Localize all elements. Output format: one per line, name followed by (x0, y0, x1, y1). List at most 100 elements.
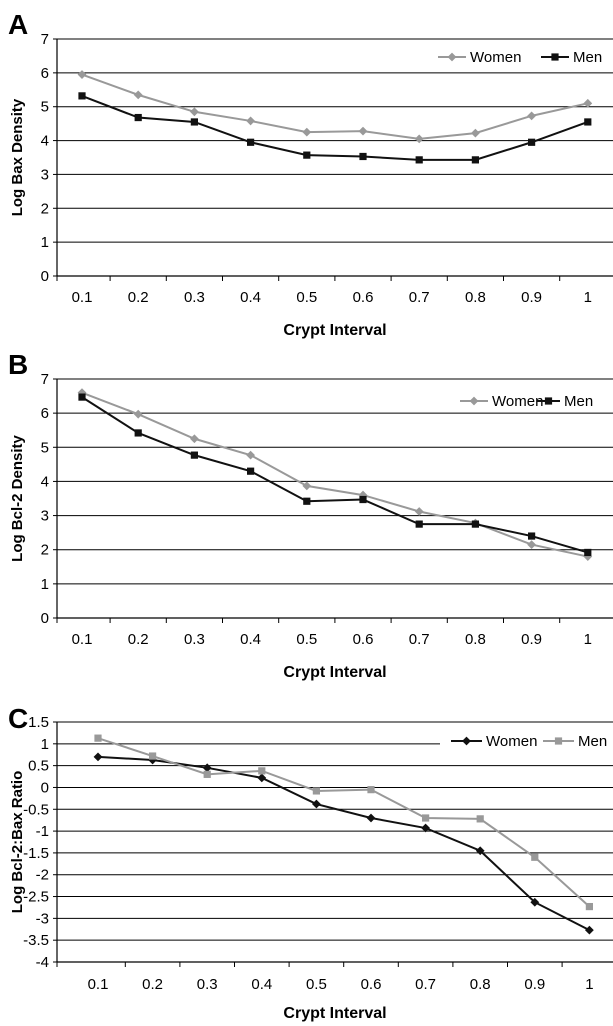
legend-label: Men (578, 733, 607, 750)
chart-panel-b: 012345670.1 0.2 0.3 0.4 0.5 0.6 0.7 0.8 0.9 1Cryp… (8, 349, 613, 681)
x-tick-label: 0.4 (240, 289, 261, 306)
series-men (94, 735, 593, 911)
data-point-diamond (312, 800, 321, 809)
x-tick-label: 0.8 (465, 289, 486, 306)
chart-panel-a: 0 1 2 3 4 5 6 7 0.1 0.2 0.3 0.4 0.5 0.6 0.7 0.8 0.9 1 Cryp… (8, 9, 613, 339)
y-tick-label: 1 (41, 234, 49, 251)
panel-letter: B (8, 349, 28, 380)
x-tick-label: 0.2 (142, 976, 163, 993)
legend-label: Women (470, 49, 521, 66)
data-point-square (584, 549, 591, 556)
legend-label: Women (486, 733, 537, 750)
data-point-square (359, 496, 366, 503)
x-tick-label: 0.3 (184, 631, 205, 648)
data-point-diamond (134, 410, 143, 419)
y-tick-label: -3.5 (23, 932, 49, 949)
data-point-diamond (190, 434, 199, 443)
data-point-diamond (367, 814, 376, 823)
legend-label: Women (492, 393, 543, 410)
data-point-square (247, 468, 254, 475)
y-tick-label: -2 (36, 867, 49, 884)
y-tick-label: 6 (41, 65, 49, 82)
data-point-diamond (527, 111, 536, 120)
data-point-square (94, 735, 101, 742)
x-tick-label: 0.5 (296, 289, 317, 306)
x-tick-label: 0.5 (296, 631, 317, 648)
data-point-square (191, 452, 198, 459)
y-tick-label: 3 (41, 508, 49, 525)
gridlines (57, 722, 613, 940)
data-point-square (528, 532, 535, 539)
data-point-square (584, 118, 591, 125)
data-point-square (204, 771, 211, 778)
x-tick-label: 0.2 (128, 631, 149, 648)
data-point-diamond (415, 507, 424, 516)
y-tick-label: 4 (41, 133, 49, 150)
y-tick-label: 0 (41, 779, 49, 796)
data-point-square (551, 53, 558, 60)
series-men (78, 92, 591, 163)
data-point-diamond (415, 134, 424, 143)
data-point-diamond (94, 753, 103, 762)
y-tick-label: 7 (41, 31, 49, 48)
data-point-square (135, 429, 142, 436)
data-point-square (586, 903, 593, 910)
x-tick-label: 0.8 (470, 976, 491, 993)
y-tick-label: -0.5 (23, 801, 49, 818)
data-point-square (191, 118, 198, 125)
data-point-diamond (585, 926, 594, 935)
panel-letter: A (8, 9, 28, 40)
data-point-diamond (302, 481, 311, 490)
data-point-diamond (190, 107, 199, 116)
y-tick-label: -4 (36, 954, 49, 971)
series-line (98, 738, 589, 906)
data-point-square (359, 153, 366, 160)
y-tick-label: 1 (41, 736, 49, 753)
data-point-square (545, 397, 552, 404)
y-tick-label: 6 (41, 405, 49, 422)
data-point-square (531, 854, 538, 861)
data-point-square (472, 156, 479, 163)
x-tick-label: 0.9 (521, 631, 542, 648)
x-tick-label: 0.4 (251, 976, 272, 993)
legend: Women Men (428, 49, 613, 66)
x-tick-label: 1 (584, 289, 592, 306)
data-point-diamond (134, 90, 143, 99)
chart-panel-c: -4-3.5-3-2.5-2-1.5-1-0.500.511.50.1 0.2 0.… (8, 703, 613, 1022)
x-tick-label: 0.6 (361, 976, 382, 993)
data-point-square (477, 815, 484, 822)
legend: Women Men (440, 733, 613, 750)
data-point-square (78, 393, 85, 400)
y-tick-label: 0 (41, 268, 49, 285)
x-tick-label: 0.9 (524, 976, 545, 993)
y-tick-label: 2 (41, 200, 49, 217)
data-point-square (416, 521, 423, 528)
data-point-diamond (246, 117, 255, 126)
x-tick-label: 0.1 (72, 631, 93, 648)
x-tick-label: 0.6 (353, 631, 374, 648)
x-tick-label: 0.1 (72, 289, 93, 306)
series-line (82, 397, 588, 552)
data-point-square (78, 92, 85, 99)
y-tick-label: 1.5 (28, 714, 49, 731)
y-tick-label: 7 (41, 371, 49, 388)
data-point-square (555, 737, 562, 744)
data-point-square (313, 787, 320, 794)
y-tick-label: -3 (36, 910, 49, 927)
data-point-square (528, 139, 535, 146)
data-point-diamond (359, 127, 368, 136)
series-women (94, 753, 594, 935)
x-axis-title: Crypt Interval (283, 1005, 386, 1022)
data-point-square (422, 814, 429, 821)
x-tick-label: 0.7 (409, 289, 430, 306)
series-women (78, 388, 593, 561)
x-axis-title: Crypt Interval (283, 322, 386, 339)
y-tick-label: 0.5 (28, 758, 49, 775)
x-tick-label: 0.3 (184, 289, 205, 306)
series-line (82, 96, 588, 160)
data-point-square (367, 786, 374, 793)
data-point-diamond (257, 773, 266, 782)
y-tick-label: 4 (41, 473, 49, 490)
x-tick-label: 0.6 (353, 289, 374, 306)
